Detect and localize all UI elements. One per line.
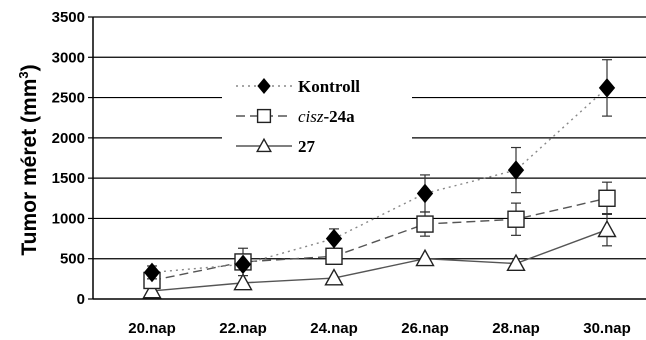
data-point-marker: [234, 254, 252, 275]
data-point-marker: [598, 189, 616, 207]
legend-label: 27: [298, 137, 316, 156]
x-tick-label: 28.nap: [492, 320, 540, 337]
y-tick-label: 3000: [52, 49, 85, 66]
data-point-marker: [256, 108, 272, 124]
x-tick-label: 26.nap: [401, 320, 449, 337]
x-tick-label: 22.nap: [219, 320, 267, 337]
data-point-marker: [507, 210, 525, 228]
y-tick-label: 2000: [52, 130, 85, 147]
x-tick-label: 30.nap: [583, 320, 631, 337]
data-point-marker: [416, 215, 434, 233]
data-point-marker: [324, 268, 344, 286]
data-point-marker: [325, 247, 343, 265]
data-point-marker: [257, 78, 271, 94]
data-point-marker: [507, 160, 525, 180]
x-tick-label: 20.nap: [128, 320, 176, 337]
y-tick-label: 1000: [52, 210, 85, 227]
legend-label: Kontroll: [298, 77, 360, 96]
data-point-marker: [598, 78, 616, 98]
y-axis-label: Tumor méret (mm3): [16, 64, 41, 255]
y-tick-label: 1500: [52, 170, 85, 187]
x-axis-ticks: 20.nap 22.nap 24.nap 26.nap 28.nap 30.nap: [128, 320, 631, 337]
axes: [88, 16, 646, 300]
y-tick-label: 0: [77, 291, 85, 308]
data-point-marker: [416, 183, 434, 204]
x-tick-label: 24.nap: [310, 320, 358, 337]
plot-area: [142, 59, 617, 299]
series: [142, 212, 617, 299]
series-line: [151, 229, 608, 292]
y-axis-ticks: 0 500 1000 1500 2000 2500 3000 3500: [52, 9, 85, 308]
y-tick-label: 2500: [52, 90, 85, 107]
data-point-marker: [256, 137, 272, 153]
data-point-marker: [325, 228, 343, 249]
series-line: [151, 197, 608, 282]
y-tick-label: 3500: [52, 9, 85, 26]
data-point-marker: [506, 253, 526, 272]
series: [143, 181, 616, 290]
data-point-marker: [597, 219, 617, 238]
y-tick-label: 500: [60, 251, 85, 268]
data-point-marker: [143, 262, 161, 283]
legend: Kontroll cisz-24a 27: [222, 66, 412, 166]
data-point-marker: [415, 248, 435, 267]
data-point-marker: [233, 272, 253, 291]
legend-label: cisz-24a: [298, 107, 355, 126]
series: [143, 59, 616, 283]
data-point-marker: [142, 281, 162, 299]
